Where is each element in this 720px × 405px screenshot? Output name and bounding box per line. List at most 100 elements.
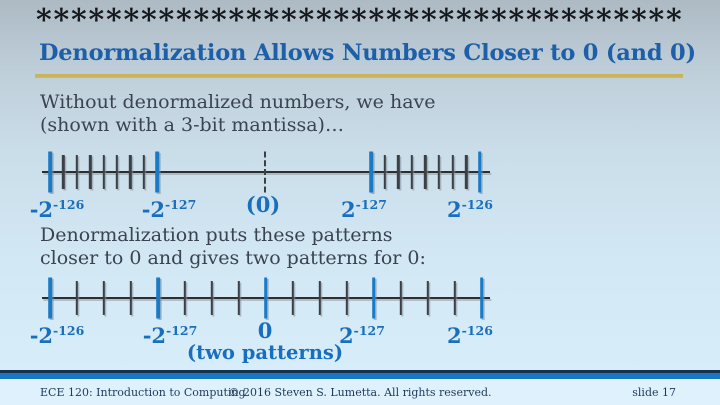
- footer-course-name: ECE 120: Introduction to Computing: [40, 386, 246, 399]
- asterisk-glyph: *: [403, 3, 420, 38]
- asterisk-glyph: *: [88, 3, 105, 38]
- tick-mark-power-of-two: [48, 277, 52, 319]
- tick-mark-pattern: [102, 281, 106, 315]
- tick-mark-pattern: [424, 155, 427, 189]
- paragraph-line: Denormalization puts these patterns: [40, 224, 393, 246]
- tick-mark-pattern: [451, 155, 454, 189]
- footer-slide-number: slide 17: [632, 386, 676, 399]
- asterisk-glyph: *: [53, 3, 70, 38]
- asterisk-glyph: *: [71, 3, 87, 38]
- asterisk-glyph: *: [123, 3, 140, 38]
- tick-mark-power-of-two: [155, 151, 159, 193]
- asterisk-glyph: *: [526, 3, 542, 38]
- tick-mark-pattern: [129, 155, 132, 189]
- footer-background: [0, 378, 720, 405]
- asterisk-glyph: *: [176, 3, 192, 38]
- number-line-label: -2-126: [29, 323, 85, 348]
- asterisk-glyph: *: [421, 3, 437, 38]
- asterisk-glyph: *: [333, 3, 350, 38]
- asterisk-glyph: *: [473, 3, 490, 38]
- tick-mark-pattern: [129, 281, 133, 315]
- number-line-label: 2-126: [447, 323, 493, 348]
- title-underline-rule: [35, 74, 683, 77]
- asterisk-glyph: *: [263, 3, 280, 38]
- number-line-label: -2-126: [29, 197, 85, 222]
- tick-mark-pattern: [75, 281, 79, 315]
- paragraph-line: (shown with a 3-bit mantissa)…: [40, 113, 344, 136]
- number-line-label: -2-127: [141, 197, 197, 222]
- footer-navy-rule: [0, 370, 720, 373]
- tick-mark-pattern: [399, 281, 403, 315]
- asterisk-divider: * * * * * * * * * * * * * * * * * * * * * * * * * * * * * * * * * * * * *: [36, 3, 682, 38]
- paragraph-with-denormals: Denormalization puts these patterns clos…: [40, 224, 426, 269]
- asterisk-glyph: *: [141, 3, 157, 38]
- tick-mark-pattern: [383, 155, 386, 189]
- tick-mark-pattern: [396, 155, 400, 189]
- number-line-label: 2-126: [447, 197, 493, 222]
- asterisk-glyph: *: [613, 3, 630, 38]
- number-line-label: -2-127: [142, 323, 198, 348]
- footer-copyright: © 2016 Steven S. Lumetta. All rights res…: [228, 386, 492, 399]
- tick-mark-power-of-two: [264, 277, 268, 319]
- asterisk-glyph: *: [351, 3, 367, 38]
- asterisk-glyph: *: [578, 3, 595, 38]
- tick-mark-pattern: [210, 281, 214, 315]
- number-line-label: 2-127: [341, 197, 387, 222]
- number-line-label: (0): [245, 192, 281, 217]
- asterisk-glyph: *: [298, 3, 315, 38]
- tick-mark-pattern: [437, 155, 441, 189]
- tick-mark-pattern: [345, 281, 349, 315]
- tick-mark-pattern: [318, 281, 322, 315]
- tick-mark-pattern: [142, 155, 145, 189]
- asterisk-glyph: *: [438, 3, 455, 38]
- tick-mark-pattern: [410, 155, 413, 189]
- asterisk-glyph: *: [211, 3, 227, 38]
- asterisk-glyph: *: [456, 3, 472, 38]
- paragraph-line: closer to 0 and gives two patterns for 0…: [40, 246, 426, 269]
- asterisk-glyph: *: [666, 3, 682, 38]
- tick-mark-power-of-two: [478, 151, 482, 193]
- tick-mark-power-of-two: [48, 151, 52, 193]
- asterisk-glyph: *: [561, 3, 577, 38]
- tick-mark-pattern: [426, 281, 430, 315]
- tick-mark-power-of-two: [372, 277, 376, 319]
- tick-mark-pattern: [75, 155, 78, 189]
- tick-mark-power-of-two: [369, 151, 373, 193]
- tick-mark-power-of-two: [480, 277, 484, 319]
- tick-mark-pattern: [102, 155, 105, 189]
- paragraph-line: Without denormalized numbers, we have: [40, 91, 436, 113]
- number-line-label: 0: [257, 318, 273, 343]
- asterisk-glyph: *: [193, 3, 210, 38]
- tick-mark-pattern: [237, 281, 241, 315]
- tick-mark-pattern: [464, 155, 468, 189]
- asterisk-glyph: *: [631, 3, 647, 38]
- asterisk-glyph: *: [158, 3, 175, 38]
- tick-mark-pattern: [88, 155, 92, 189]
- asterisk-glyph: *: [106, 3, 122, 38]
- tick-mark-power-of-two: [156, 277, 160, 319]
- tick-mark-pattern: [291, 281, 295, 315]
- asterisk-glyph: *: [246, 3, 262, 38]
- tick-mark-pattern: [115, 155, 119, 189]
- asterisk-glyph: *: [228, 3, 245, 38]
- tick-mark-zero-dashed: [264, 151, 266, 193]
- asterisk-glyph: *: [36, 3, 52, 38]
- asterisk-glyph: *: [596, 3, 612, 38]
- paragraph-without-denormals: Without denormalized numbers, we have (s…: [40, 91, 436, 136]
- number-line-label: 2-127: [339, 323, 385, 348]
- asterisk-glyph: *: [368, 3, 385, 38]
- asterisk-glyph: *: [281, 3, 297, 38]
- two-patterns-note: (two patterns): [186, 341, 344, 364]
- asterisk-glyph: *: [648, 3, 665, 38]
- asterisk-glyph: *: [386, 3, 402, 38]
- tick-mark-pattern: [183, 281, 187, 315]
- asterisk-glyph: *: [316, 3, 332, 38]
- asterisk-glyph: *: [491, 3, 507, 38]
- number-line-axis: [42, 171, 490, 173]
- footer-blue-bar: [0, 372, 720, 379]
- asterisk-glyph: *: [508, 3, 525, 38]
- slide-title: Denormalization Allows Numbers Closer to…: [39, 40, 696, 66]
- asterisk-glyph: *: [543, 3, 560, 38]
- tick-mark-pattern: [453, 281, 457, 315]
